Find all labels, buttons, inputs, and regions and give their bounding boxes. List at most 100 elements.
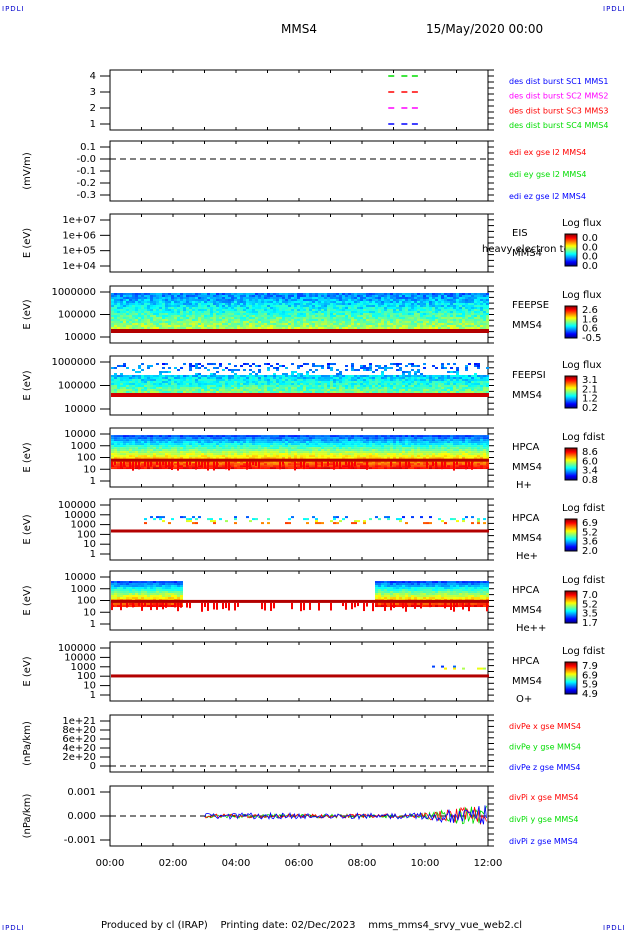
spectro-cell (429, 391, 432, 393)
spectro-cell (351, 317, 354, 319)
spectro-cell (399, 393, 402, 395)
spectro-cell (459, 391, 462, 393)
spectro-cell (405, 393, 408, 395)
spectro-cell (207, 321, 210, 323)
spectro-cell (285, 317, 288, 319)
spectro-cell (369, 367, 372, 369)
spectro-cell (267, 295, 270, 297)
spectro-cell (399, 375, 402, 377)
spectro-cell (270, 377, 273, 379)
spectro-cell (423, 325, 426, 327)
y-tick-label-5: 100000 (58, 381, 96, 392)
spectro-cell (456, 293, 459, 295)
spectro-cell (159, 441, 162, 444)
spectro-cell (132, 329, 135, 331)
spectro-cell (414, 391, 417, 393)
spectro-cell (312, 309, 315, 311)
spectro-cell (438, 385, 441, 387)
spectro-cell (114, 305, 117, 307)
spectro-cell (123, 327, 126, 329)
corner-label-bottom-left: IPDLI (2, 924, 25, 932)
spectro-cell (156, 331, 159, 333)
spectro-cell (150, 319, 153, 321)
spectro-cell (318, 319, 321, 321)
spectro-cell (354, 307, 357, 309)
spectro-cell (291, 325, 294, 327)
spectro-cell (231, 317, 234, 319)
spectro-cell (261, 301, 264, 303)
spectro-cell (396, 323, 399, 325)
spectro-cell (426, 321, 429, 323)
spectro-cell (423, 307, 426, 309)
spectro-cell (399, 293, 402, 295)
spectro-cell (315, 299, 318, 301)
spectro-cell (150, 307, 153, 309)
spectro-cell (315, 315, 318, 317)
spectro-cell (174, 315, 177, 317)
spectro-cell (396, 301, 399, 303)
spectro-cell (330, 303, 333, 305)
spectro-cell (249, 381, 252, 383)
spectro-cell (156, 311, 159, 313)
spectro-cell (120, 303, 123, 305)
spectro-cell (186, 327, 189, 329)
spectro-cell (408, 317, 411, 319)
spectro-cell (291, 309, 294, 311)
spectro-cell (129, 303, 132, 305)
spectro-cell (435, 367, 438, 369)
spectro-cell (159, 329, 162, 331)
spectro-cell (393, 301, 396, 303)
spectro-cell (162, 305, 165, 307)
spectro-cell (486, 329, 489, 331)
spectro-cell (123, 445, 126, 448)
spectro-cell (381, 379, 384, 381)
spectro-cell (366, 369, 369, 371)
spectro-cell (303, 297, 306, 299)
spectro-cell (387, 319, 390, 321)
spectro-cell (336, 389, 339, 391)
spectro-cell (477, 331, 480, 333)
spectro-cell (276, 325, 279, 327)
spectro-cell (306, 331, 309, 333)
spectro-cell (204, 321, 207, 323)
spectro-cell (333, 307, 336, 309)
spectro-cell (186, 321, 189, 323)
colorbar-4 (564, 305, 578, 339)
spectro-cell (327, 323, 330, 325)
spectro-cell (378, 309, 381, 311)
spectro-cell (237, 293, 240, 295)
spectro-cell (234, 331, 237, 333)
spectro-cell (126, 331, 129, 333)
spectro-cell (426, 383, 429, 385)
spectro-cell (126, 307, 129, 309)
spectro-cell (348, 321, 351, 323)
spectro-cell (360, 389, 363, 391)
spectro-cell (252, 311, 255, 313)
spectro-cell (297, 383, 300, 385)
spectro-cell (387, 307, 390, 309)
spectro-cell (474, 375, 477, 377)
spectro-cell (357, 381, 360, 383)
spectro-cell (177, 331, 180, 333)
spectro-cell (162, 455, 165, 458)
spectro-cell (315, 325, 318, 327)
spectro-cell (348, 309, 351, 311)
spectro-cell (378, 375, 381, 377)
spectro-cell (321, 311, 324, 313)
spectro-cell (213, 363, 216, 365)
spectro-cell (198, 331, 201, 333)
spectro-cell (138, 367, 141, 369)
spectro-cell (312, 297, 315, 299)
spectro-cell (165, 309, 168, 311)
spectro-cell (147, 321, 150, 323)
spectro-cell (303, 389, 306, 391)
spectro-cell (141, 391, 144, 393)
y-tick-label-2: -0.0 (76, 154, 96, 165)
spectro-cell (246, 321, 249, 323)
spectro-cell (189, 325, 192, 327)
spectro-cell (306, 317, 309, 319)
spectro-cell (132, 311, 135, 313)
spectro-cell (147, 385, 150, 387)
spectro-cell (234, 389, 237, 391)
spectro-cell (228, 327, 231, 329)
